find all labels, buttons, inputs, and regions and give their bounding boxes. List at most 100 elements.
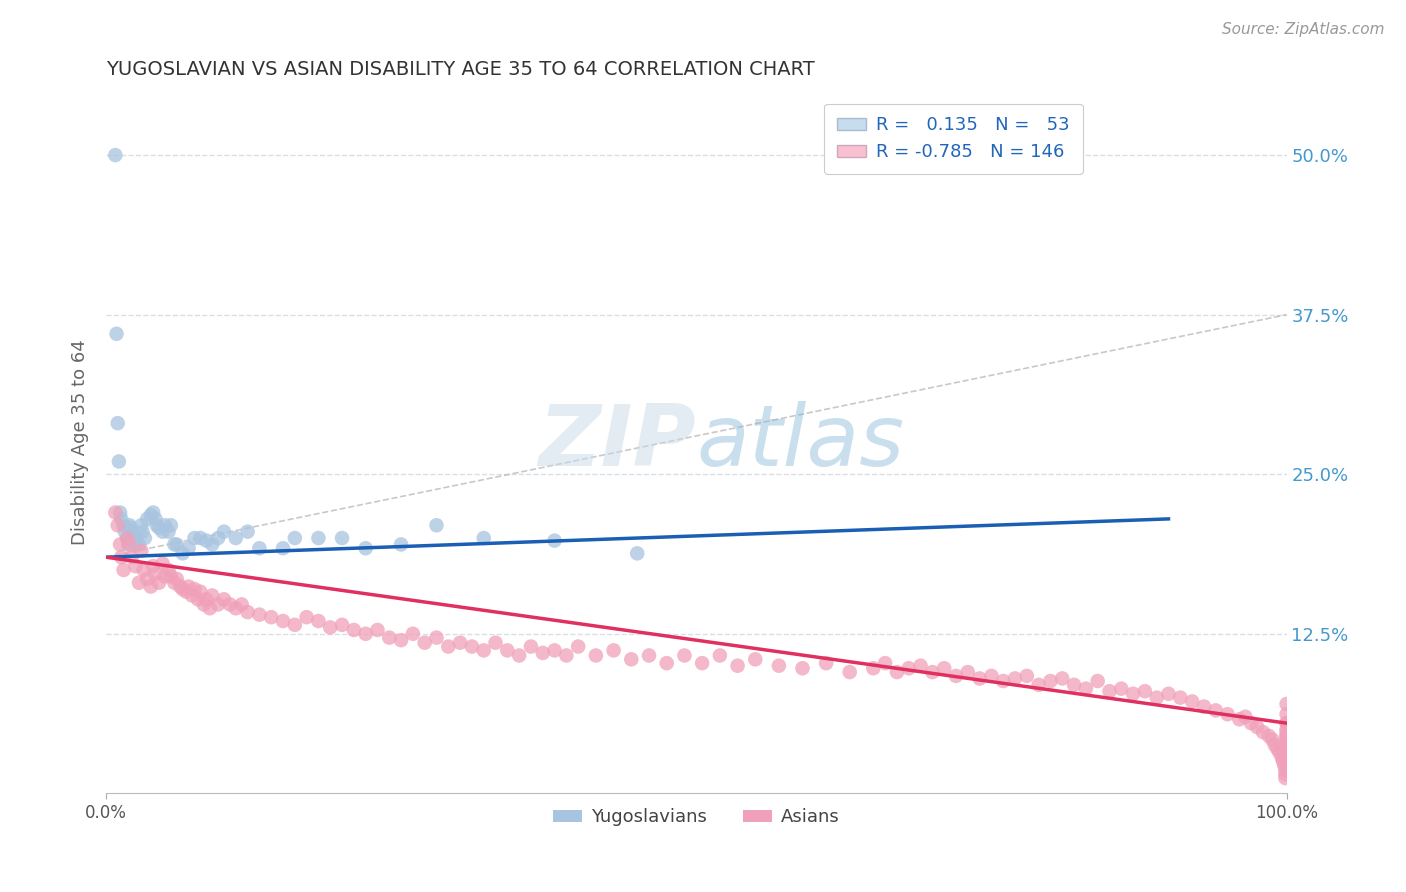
Point (1087, 673, 1109, 688)
Point (1074, 681, 1097, 696)
Point (121, 524, 143, 539)
Point (1111, 681, 1133, 696)
Point (1257, 729, 1279, 743)
Point (520, 640, 543, 654)
Point (366, 623, 388, 637)
Point (1275, 738, 1298, 752)
Point (496, 643, 519, 657)
Point (402, 627, 425, 641)
Point (354, 627, 377, 641)
Point (1275, 697, 1298, 711)
Point (425, 631, 447, 645)
Point (956, 665, 979, 679)
Point (190, 531, 212, 545)
Point (768, 658, 790, 673)
Point (319, 620, 342, 634)
Point (1015, 669, 1038, 683)
Point (145, 518, 167, 533)
Point (1227, 712, 1250, 726)
Point (160, 518, 183, 533)
Text: ZIP: ZIP (538, 401, 696, 483)
Point (690, 656, 713, 670)
Point (271, 541, 294, 556)
Point (260, 610, 283, 624)
Point (115, 531, 138, 545)
Text: atlas: atlas (696, 401, 904, 483)
Text: Source: ZipAtlas.com: Source: ZipAtlas.com (1222, 22, 1385, 37)
Point (461, 640, 484, 654)
Point (1272, 755, 1295, 769)
Point (108, 537, 131, 551)
Point (145, 566, 167, 581)
Point (157, 524, 180, 539)
Point (1274, 767, 1296, 781)
Point (145, 512, 167, 526)
Point (1216, 707, 1239, 722)
Point (1052, 672, 1074, 686)
Point (1098, 684, 1121, 698)
Point (307, 531, 329, 545)
Point (862, 661, 884, 675)
Point (107, 416, 129, 430)
Point (136, 572, 159, 586)
Point (157, 563, 180, 577)
Point (152, 524, 174, 539)
Point (177, 541, 200, 556)
Y-axis label: Disability Age 35 to 64: Disability Age 35 to 64 (72, 340, 89, 545)
Point (626, 546, 648, 560)
Point (190, 584, 212, 599)
Point (1168, 690, 1191, 705)
Point (1004, 672, 1026, 686)
Point (125, 531, 148, 545)
Point (114, 524, 136, 539)
Point (1275, 707, 1298, 722)
Point (1234, 710, 1257, 724)
Point (236, 524, 259, 539)
Point (134, 531, 156, 545)
Point (543, 643, 565, 657)
Point (934, 661, 956, 675)
Point (1261, 732, 1284, 747)
Point (744, 652, 766, 666)
Point (187, 592, 209, 607)
Point (1133, 684, 1156, 698)
Point (128, 537, 150, 551)
Point (105, 326, 128, 341)
Point (153, 569, 176, 583)
Point (1275, 755, 1298, 769)
Point (118, 518, 141, 533)
Point (174, 584, 197, 599)
Point (118, 537, 141, 551)
Point (152, 557, 174, 571)
Point (122, 531, 145, 545)
Point (195, 592, 218, 607)
Point (124, 559, 146, 574)
Point (201, 537, 224, 551)
Point (886, 665, 908, 679)
Point (207, 598, 229, 612)
Point (1271, 750, 1294, 764)
Point (543, 533, 565, 548)
Point (555, 648, 578, 663)
Point (993, 673, 1015, 688)
Point (1275, 738, 1298, 752)
Point (585, 648, 607, 663)
Point (247, 541, 270, 556)
Point (620, 652, 643, 666)
Point (231, 598, 253, 612)
Point (449, 636, 471, 650)
Point (172, 546, 194, 560)
Point (531, 646, 554, 660)
Point (198, 601, 221, 615)
Point (602, 643, 624, 657)
Point (172, 582, 194, 596)
Point (148, 521, 170, 535)
Point (655, 656, 678, 670)
Point (330, 531, 353, 545)
Point (472, 531, 495, 545)
Text: YUGOSLAVIAN VS ASIAN DISABILITY AGE 35 TO 64 CORRELATION CHART: YUGOSLAVIAN VS ASIAN DISABILITY AGE 35 T… (105, 60, 814, 78)
Point (1157, 687, 1180, 701)
Point (307, 614, 329, 628)
Point (727, 658, 749, 673)
Point (1275, 747, 1298, 762)
